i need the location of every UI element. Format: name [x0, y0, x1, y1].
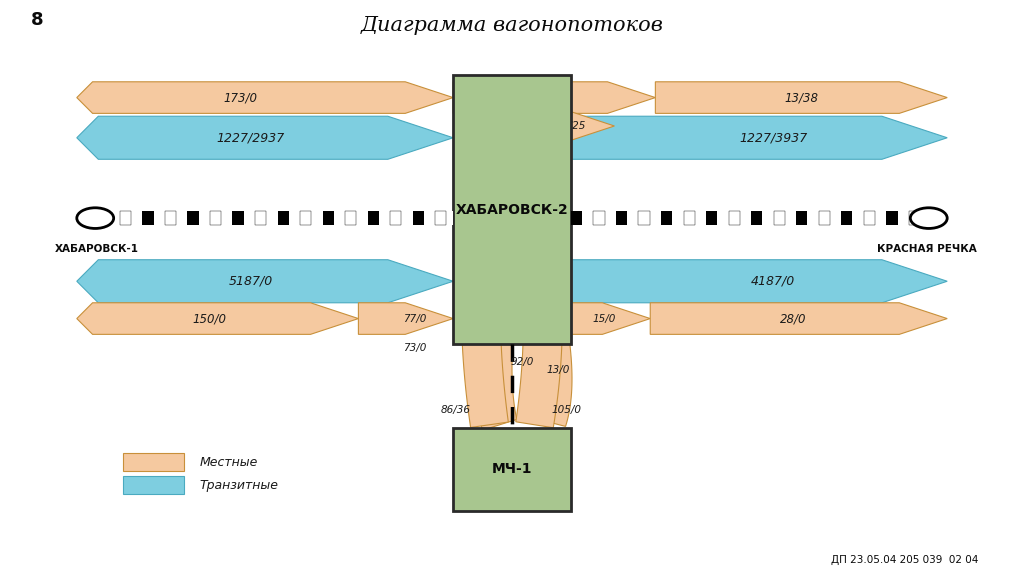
Text: 1227/3937: 1227/3937: [739, 131, 807, 144]
Text: 4187/0: 4187/0: [751, 275, 796, 288]
Text: 92/0: 92/0: [511, 356, 534, 367]
Bar: [639, 211, 649, 225]
Bar: [662, 211, 672, 225]
Bar: [97, 211, 109, 225]
Bar: [255, 211, 266, 225]
Text: 15/0: 15/0: [593, 313, 615, 324]
Text: ДП 23.05.04 205 039  02 04: ДП 23.05.04 205 039 02 04: [830, 554, 978, 565]
Polygon shape: [453, 82, 507, 114]
Bar: [797, 211, 807, 225]
Polygon shape: [655, 82, 947, 114]
Text: МЧ-1: МЧ-1: [492, 462, 532, 476]
Polygon shape: [467, 105, 572, 426]
Text: 28/0: 28/0: [780, 312, 807, 325]
Bar: [819, 211, 829, 225]
Bar: [187, 211, 199, 225]
Bar: [278, 211, 289, 225]
Text: 1227/2937: 1227/2937: [217, 131, 285, 144]
Bar: [707, 211, 717, 225]
Polygon shape: [571, 303, 650, 334]
Polygon shape: [522, 110, 614, 142]
Polygon shape: [358, 303, 453, 334]
Bar: [368, 211, 379, 225]
Polygon shape: [571, 116, 947, 159]
Circle shape: [910, 208, 947, 228]
Text: КРАСНАЯ РЕЧКА: КРАСНАЯ РЕЧКА: [877, 244, 977, 254]
Circle shape: [77, 208, 114, 228]
Polygon shape: [522, 82, 655, 114]
Polygon shape: [462, 328, 508, 428]
Text: 5187/0: 5187/0: [228, 275, 273, 288]
Text: 150/0: 150/0: [193, 312, 227, 325]
Bar: [594, 211, 604, 225]
Text: 8: 8: [31, 11, 43, 29]
Polygon shape: [77, 303, 358, 334]
Text: 105/0: 105/0: [551, 405, 582, 416]
Bar: [571, 211, 927, 225]
Bar: [842, 211, 852, 225]
Bar: [123, 453, 184, 471]
Bar: [886, 211, 897, 225]
Bar: [123, 476, 184, 494]
Bar: [684, 211, 694, 225]
Text: Транзитные: Транзитные: [200, 479, 279, 491]
Bar: [232, 211, 244, 225]
Text: 6/13: 6/13: [547, 92, 569, 103]
Bar: [345, 211, 356, 225]
Bar: [142, 211, 154, 225]
Bar: [453, 75, 571, 344]
Bar: [571, 211, 582, 225]
Bar: [413, 211, 424, 225]
Polygon shape: [571, 259, 947, 303]
Bar: [165, 211, 176, 225]
Bar: [752, 211, 762, 225]
Bar: [300, 211, 311, 225]
Bar: [774, 211, 784, 225]
Bar: [729, 211, 739, 225]
Polygon shape: [77, 116, 453, 159]
Text: 7/25: 7/25: [562, 121, 585, 131]
Text: 77/0: 77/0: [403, 313, 426, 324]
Text: 81/0: 81/0: [470, 92, 494, 103]
Bar: [210, 211, 221, 225]
Text: ХАБАРОВСК-2: ХАБАРОВСК-2: [456, 203, 568, 216]
Polygon shape: [650, 303, 947, 334]
Polygon shape: [77, 82, 453, 114]
Text: 173/0: 173/0: [223, 91, 258, 104]
Text: 73/0: 73/0: [403, 343, 426, 354]
Bar: [909, 211, 920, 225]
Text: ХАБАРОВСК-1: ХАБАРОВСК-1: [55, 244, 139, 254]
Bar: [323, 211, 334, 225]
Polygon shape: [516, 328, 562, 428]
Text: Местные: Местные: [200, 456, 258, 468]
Polygon shape: [77, 259, 453, 303]
Text: Диаграмма вагонопотоков: Диаграмма вагонопотоков: [360, 16, 664, 36]
Bar: [120, 211, 131, 225]
Bar: [453, 428, 571, 511]
Text: 86/36: 86/36: [440, 405, 471, 416]
Bar: [435, 211, 446, 225]
Text: 13/38: 13/38: [784, 91, 819, 104]
Bar: [390, 211, 401, 225]
Bar: [616, 211, 627, 225]
Text: 13/0: 13/0: [547, 365, 569, 375]
Bar: [97, 211, 453, 225]
Polygon shape: [473, 107, 557, 430]
Bar: [863, 211, 874, 225]
